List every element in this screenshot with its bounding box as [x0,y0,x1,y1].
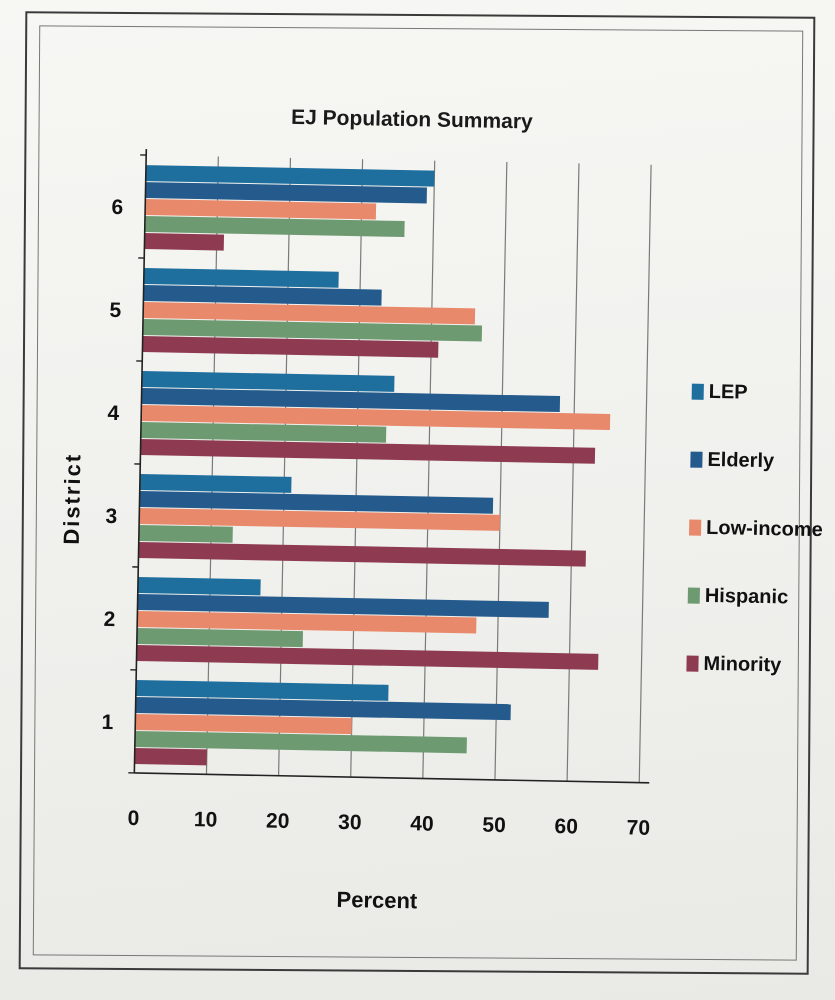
bar [143,268,339,288]
bars [134,165,611,766]
y-tick-label: 5 [109,299,121,322]
bar [142,319,483,342]
bar [139,491,494,514]
legend-swatch [688,519,702,536]
legend-label: LEP [709,381,748,404]
chart-title: EJ Population Summary [291,106,533,134]
y-tick-label: 4 [107,402,119,425]
x-tick-label: 60 [554,815,578,838]
gridlines [205,156,652,783]
legend-label: Elderly [707,449,775,472]
bar [144,233,225,251]
x-tick-labels: 0 10 20 30 40 50 60 70 [127,807,650,840]
gridline [566,163,580,782]
bar [145,165,435,187]
x-tick-label: 20 [266,809,290,832]
y-tick-label: 3 [105,505,117,528]
legend-swatch [690,451,703,468]
gridline [494,161,508,780]
y-tick-label: 1 [101,711,113,734]
y-axis-line [133,149,148,773]
bar [145,182,427,204]
bar [138,541,586,567]
bar [144,216,405,238]
bar [137,576,261,596]
x-tick-label: 0 [127,807,139,830]
bar [139,474,292,493]
x-tick-label: 10 [194,808,218,831]
legend: LEP Elderly Low-income Hispanic Minority [686,381,823,677]
legend-swatch [691,383,704,400]
bar [136,627,304,648]
x-tick-label: 30 [338,811,362,834]
gridline [422,160,436,779]
y-tick-label: 6 [111,196,123,219]
legend-label: Minority [703,653,782,677]
legend-label: Hispanic [705,585,789,609]
gridline [638,164,652,783]
bar [135,679,389,701]
bar [140,439,596,464]
x-axis-line [134,772,650,784]
legend-label: Low-income [706,517,823,541]
x-tick-label: 40 [410,812,434,835]
bar [143,285,382,306]
bar [137,610,477,634]
bar [139,508,501,531]
gridline [277,157,292,776]
bar [137,593,549,618]
legend-swatch [686,655,699,672]
gridline [205,156,219,775]
bar [145,199,377,220]
gridline [350,159,364,778]
bar [134,747,207,766]
bar [136,644,599,670]
axes [128,149,650,784]
bar [138,524,233,543]
bar [141,371,395,392]
bar [135,696,511,721]
y-tick-label: 2 [103,608,115,631]
bar [141,388,561,413]
bar [135,713,352,735]
x-tick-label: 50 [482,814,506,837]
bar [142,336,439,358]
bar [143,302,476,325]
y-tick-labels: 1 2 3 4 5 6 [101,196,123,734]
bar [134,730,467,754]
x-axis-title: Percent [336,887,418,914]
legend-swatch [687,587,700,604]
x-tick-label: 70 [626,816,650,839]
bar [140,422,387,443]
y-axis-title: District [59,453,86,545]
bar [141,405,611,431]
